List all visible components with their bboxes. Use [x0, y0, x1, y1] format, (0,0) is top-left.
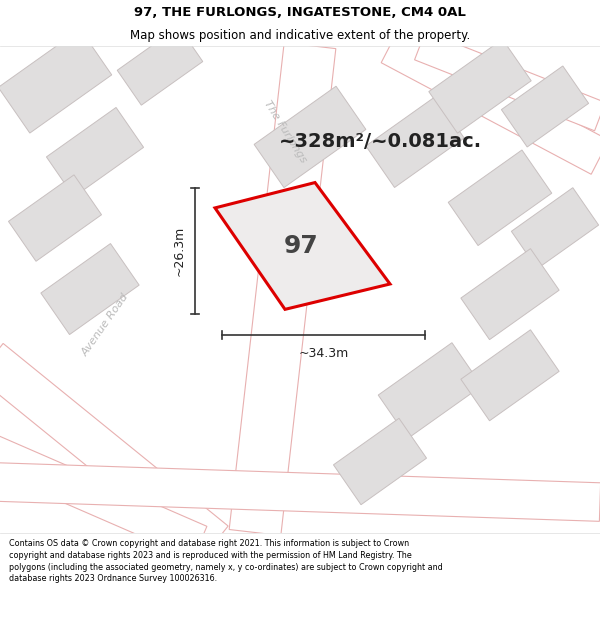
Text: 97, THE FURLONGS, INGATESTONE, CM4 0AL: 97, THE FURLONGS, INGATESTONE, CM4 0AL	[134, 6, 466, 19]
Text: Avenue Road: Avenue Road	[80, 291, 130, 357]
Polygon shape	[117, 27, 203, 105]
Text: 97: 97	[284, 234, 319, 258]
Polygon shape	[0, 29, 112, 133]
Polygon shape	[461, 330, 559, 421]
Polygon shape	[0, 343, 228, 559]
Text: ~26.3m: ~26.3m	[173, 226, 186, 276]
Polygon shape	[448, 150, 552, 246]
Text: ~328m²/~0.081ac.: ~328m²/~0.081ac.	[278, 132, 482, 151]
Text: ~34.3m: ~34.3m	[298, 347, 349, 360]
Polygon shape	[502, 66, 589, 147]
Polygon shape	[0, 462, 600, 521]
Polygon shape	[461, 249, 559, 339]
Polygon shape	[41, 244, 139, 334]
Polygon shape	[0, 435, 207, 559]
Polygon shape	[46, 107, 143, 197]
Polygon shape	[229, 42, 336, 536]
Text: The Furlongs: The Furlongs	[262, 99, 308, 165]
Polygon shape	[334, 418, 427, 505]
Polygon shape	[378, 342, 482, 438]
Polygon shape	[511, 188, 599, 269]
Polygon shape	[415, 31, 600, 131]
Polygon shape	[381, 29, 600, 174]
Text: Contains OS data © Crown copyright and database right 2021. This information is : Contains OS data © Crown copyright and d…	[9, 539, 443, 583]
Polygon shape	[254, 86, 366, 188]
Polygon shape	[366, 96, 464, 188]
Polygon shape	[215, 182, 390, 309]
Text: Map shows position and indicative extent of the property.: Map shows position and indicative extent…	[130, 29, 470, 42]
Polygon shape	[8, 175, 101, 261]
Polygon shape	[429, 39, 531, 133]
